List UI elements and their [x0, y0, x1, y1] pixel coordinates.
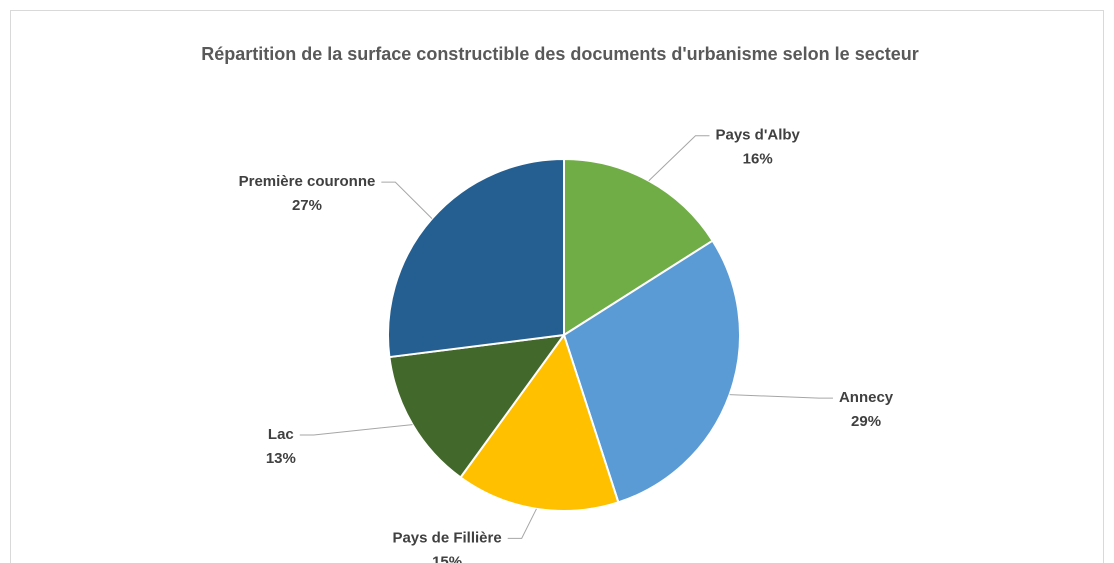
data-label-value: 27%: [292, 197, 322, 214]
data-label-value: 13%: [266, 450, 296, 467]
data-label-value: 29%: [851, 413, 881, 430]
pie-slice: [563, 157, 714, 337]
data-label-name: Première couronne: [239, 173, 376, 190]
data-label-name: Annecy: [839, 389, 894, 406]
data-label-name: Pays d'Alby: [715, 127, 800, 144]
pie-slice: [387, 157, 565, 359]
leader-line: [729, 394, 833, 399]
leader-line: [648, 135, 710, 182]
leader-line: [299, 424, 413, 436]
leader-line: [507, 508, 537, 539]
data-label-name: Lac: [268, 426, 294, 443]
data-label-name: Pays de Fillière: [392, 529, 501, 546]
chart-title: Répartition de la surface constructible …: [201, 44, 919, 64]
leader-line: [381, 181, 433, 219]
pie-slice: [388, 333, 567, 479]
pie-slice: [459, 332, 620, 512]
data-label-value: 15%: [432, 553, 462, 563]
data-label-value: 16%: [743, 151, 773, 168]
